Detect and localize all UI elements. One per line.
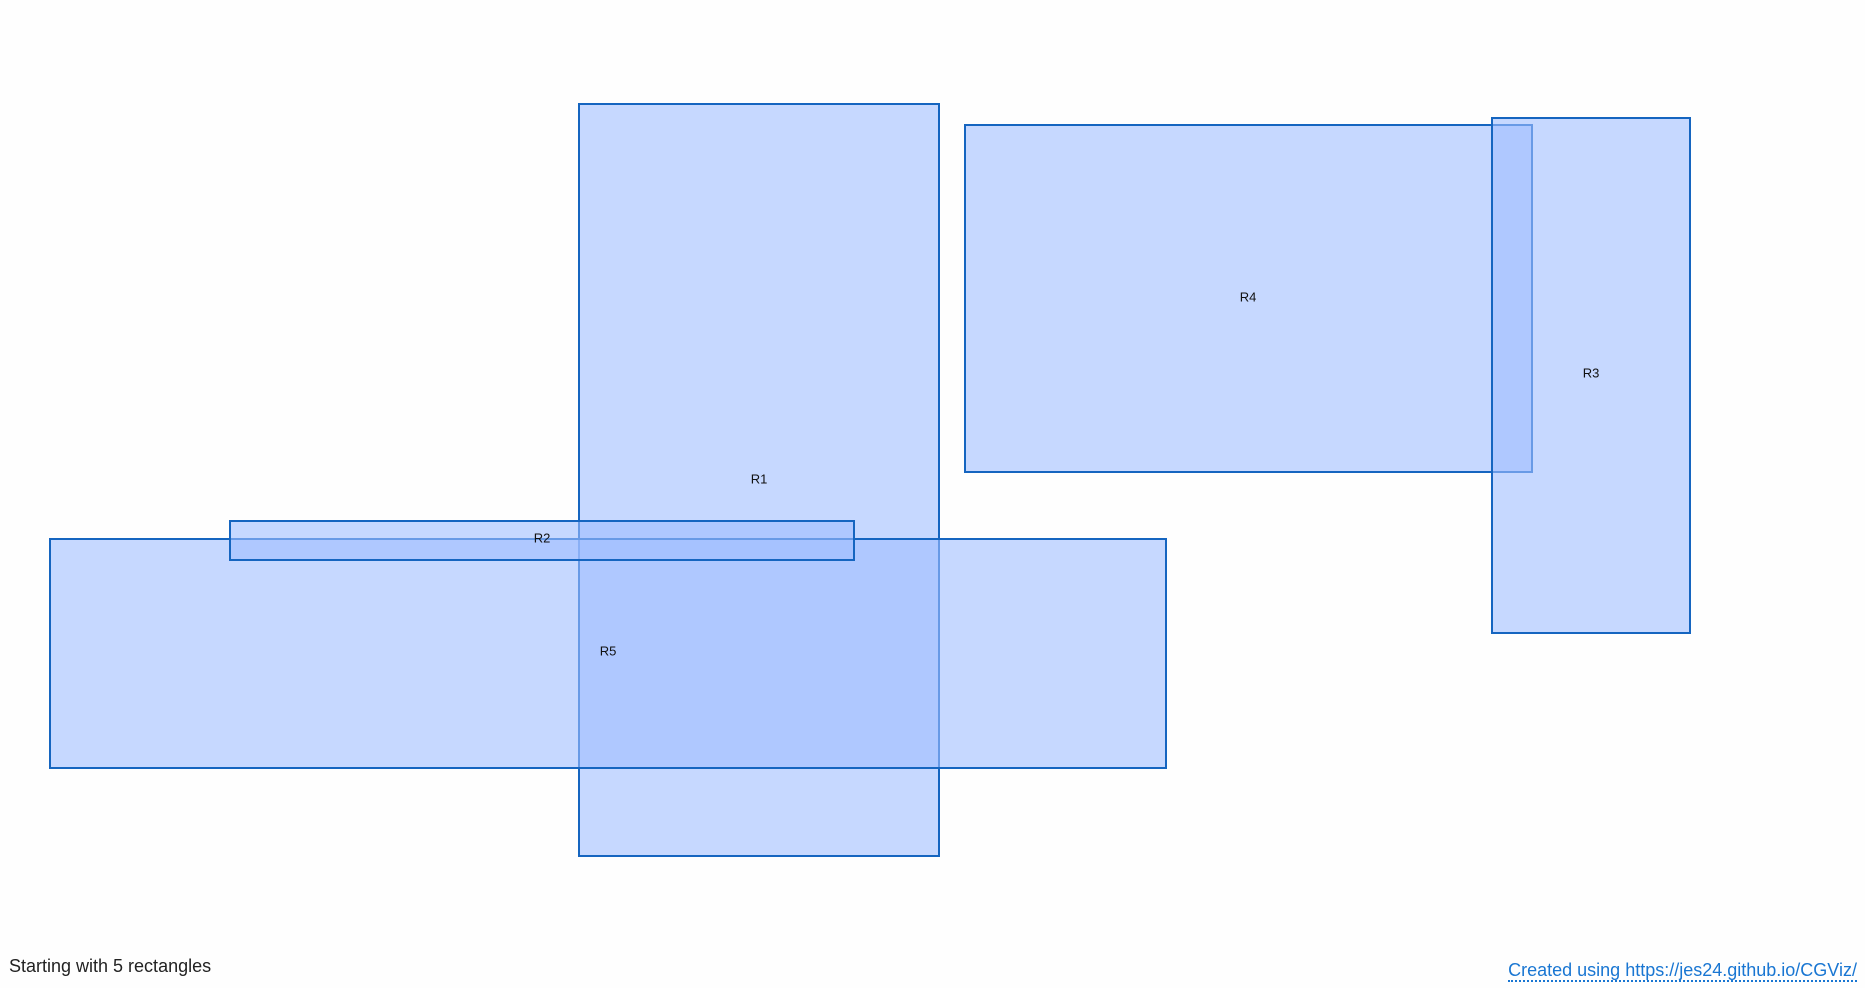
rectangle-r3: R3 xyxy=(1491,117,1691,634)
rectangle-r3-label: R3 xyxy=(1583,365,1600,380)
credit-link[interactable]: Created using https://jes24.github.io/CG… xyxy=(1508,960,1857,982)
status-text: Starting with 5 rectangles xyxy=(9,956,212,976)
rectangle-r4-box xyxy=(964,124,1533,473)
rectangle-r4-label: R4 xyxy=(1240,289,1257,304)
rectangle-r2: R2 xyxy=(229,520,855,561)
rectangle-r1-label: R1 xyxy=(751,471,768,486)
rectangle-r5: R5 xyxy=(49,538,1167,769)
rectangle-r3-box xyxy=(1491,117,1691,634)
rectangle-r4: R4 xyxy=(964,124,1533,473)
rectangle-r2-label: R2 xyxy=(534,530,551,545)
rectangle-r5-label: R5 xyxy=(600,643,617,658)
rectangle-r5-box xyxy=(49,538,1167,769)
rectangle-r2-box xyxy=(229,520,855,561)
